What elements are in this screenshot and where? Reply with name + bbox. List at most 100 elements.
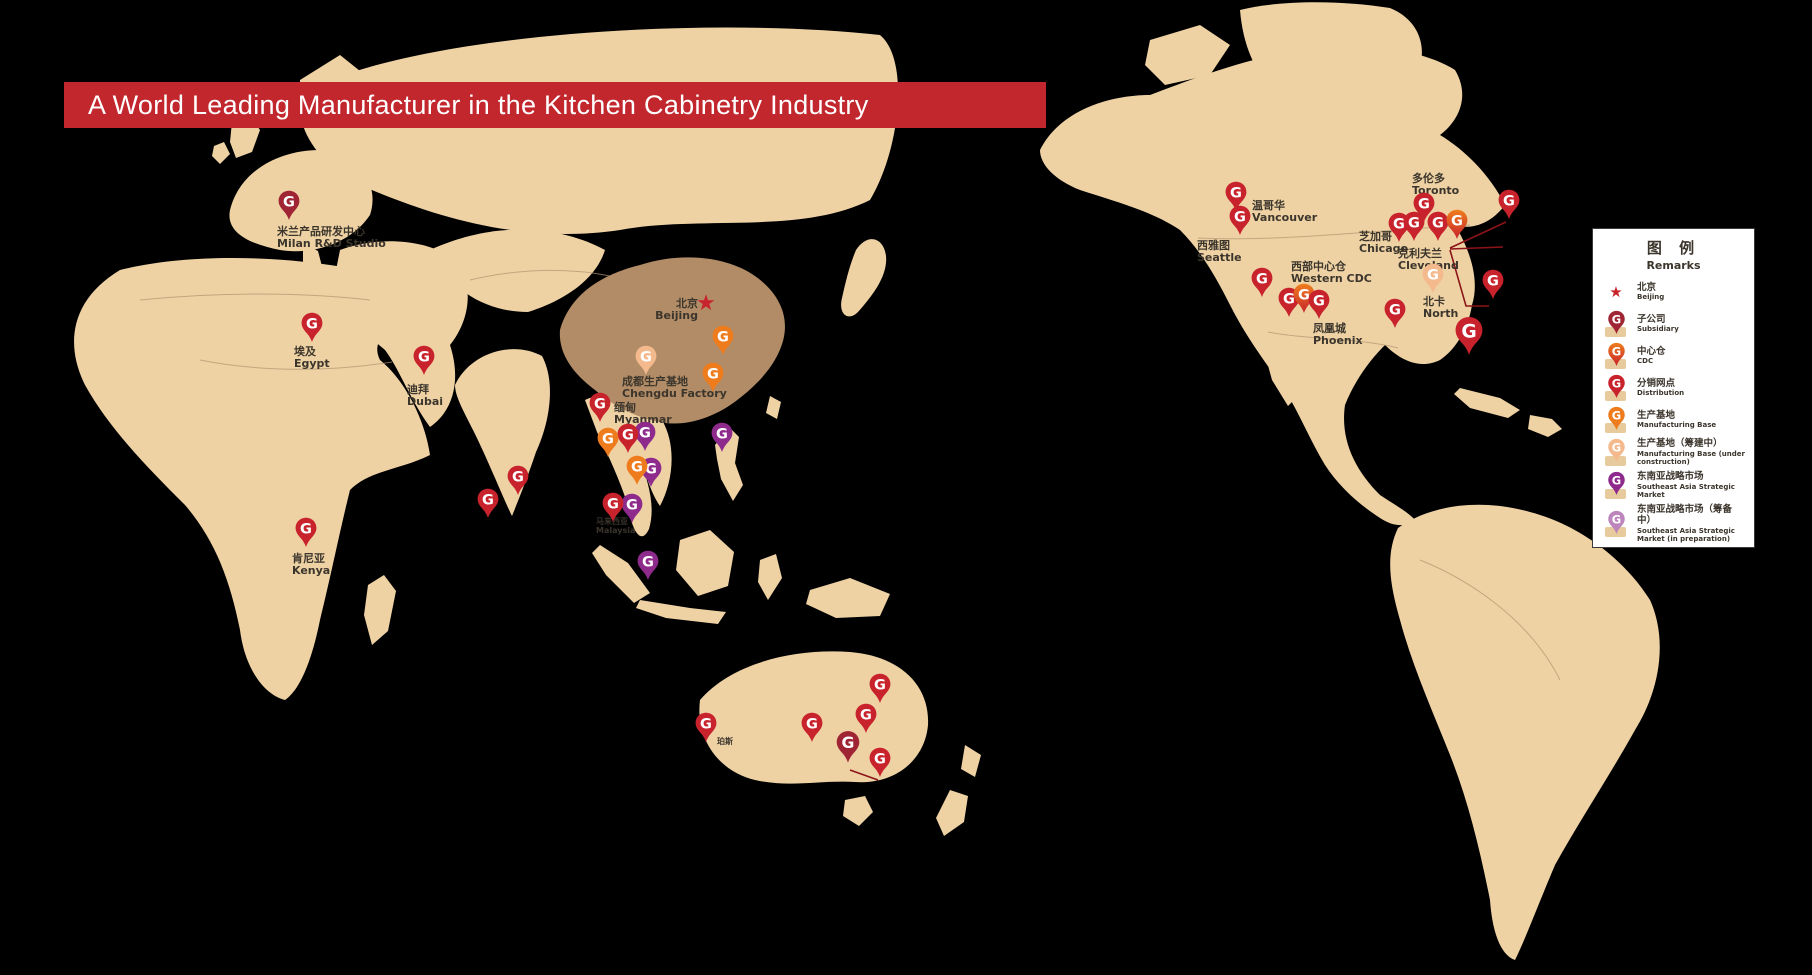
label-zh: 埃及 xyxy=(294,345,316,358)
label-en: Kenya xyxy=(292,564,331,578)
pin-manufacturing[interactable]: G xyxy=(711,325,735,360)
pin-distribution[interactable]: G xyxy=(601,492,625,527)
label-zh: 北卡 xyxy=(1423,295,1445,308)
label-zh: 北京 xyxy=(676,297,698,310)
pin-distribution[interactable]: G xyxy=(294,517,318,552)
pin-distribution[interactable]: G xyxy=(1402,211,1426,246)
legend-item-star: ★ 北京 Beijing xyxy=(1601,279,1746,305)
label-zh: 西雅图 xyxy=(1197,239,1230,252)
pin-sea[interactable]: G xyxy=(620,493,644,528)
pin-distribution[interactable]: G xyxy=(412,345,436,380)
label-zh: 珀斯 xyxy=(717,737,733,746)
map-label: 米兰产品研发中心 Milan R&D Studio xyxy=(277,225,386,251)
svg-text:G: G xyxy=(1611,408,1620,422)
pin-cdc[interactable]: G xyxy=(1445,209,1469,244)
pin-distribution[interactable]: G xyxy=(300,312,324,347)
svg-text:G: G xyxy=(1451,214,1463,230)
label-en: Beijing xyxy=(655,309,698,323)
svg-text:G: G xyxy=(626,498,638,514)
pin-distribution[interactable]: G xyxy=(1412,192,1436,227)
pin-subsidiary[interactable]: G xyxy=(277,190,301,225)
map-label: 埃及 Egypt xyxy=(294,345,330,371)
svg-text:G: G xyxy=(707,367,719,383)
legend-item-text: 生产基地（筹建中） Manufacturing Base (under const… xyxy=(1637,438,1745,466)
svg-text:G: G xyxy=(1611,473,1620,487)
svg-text:G: G xyxy=(842,733,855,752)
pin-distribution[interactable]: G xyxy=(1497,189,1521,224)
pin-distribution[interactable]: G xyxy=(1426,211,1450,246)
pin-sea[interactable]: G xyxy=(710,422,734,457)
pin-distribution[interactable]: G xyxy=(1250,267,1274,302)
svg-text:G: G xyxy=(874,678,886,694)
svg-text:G: G xyxy=(874,752,886,768)
map-label: 迪拜 Dubai xyxy=(407,383,444,409)
svg-text:G: G xyxy=(283,195,295,211)
legend-item-sea_prep: G 东南亚战略市场（筹备中） Southeast Asia Strategic Ma… xyxy=(1601,504,1746,543)
pin-sea[interactable]: G xyxy=(633,421,657,456)
legend-item-text: 分销网点 Distribution xyxy=(1637,377,1685,398)
china-region xyxy=(559,257,785,424)
distribution-pin-icon: G xyxy=(1601,374,1631,401)
map-label: 西部中心仓 Western CDC xyxy=(1291,260,1372,286)
pin-manufacturing[interactable]: G xyxy=(596,427,620,462)
svg-text:G: G xyxy=(1298,288,1310,304)
pin-distribution[interactable]: G xyxy=(476,488,500,523)
label-en: North xyxy=(1423,307,1459,321)
pin-distribution[interactable]: G xyxy=(868,673,892,708)
svg-text:G: G xyxy=(1283,292,1295,308)
svg-text:G: G xyxy=(1389,303,1401,319)
map-label: 成都生产基地 Chengdu Factory xyxy=(622,375,727,401)
svg-text:G: G xyxy=(1432,216,1444,232)
svg-text:G: G xyxy=(1611,440,1620,454)
label-en: Egypt xyxy=(294,357,330,371)
continents xyxy=(74,2,1660,960)
label-en: Western CDC xyxy=(1291,272,1372,286)
pin-sea[interactable]: G xyxy=(636,550,660,585)
svg-text:G: G xyxy=(645,462,657,478)
svg-text:G: G xyxy=(1461,321,1476,342)
svg-text:G: G xyxy=(640,350,652,366)
pin-distribution[interactable]: G xyxy=(1383,298,1407,333)
label-en: Milan R&D Studio xyxy=(277,237,386,251)
pin-cdc[interactable]: G xyxy=(1292,283,1316,318)
label-en: Malaysia xyxy=(596,525,636,535)
pin-distribution[interactable]: G xyxy=(1224,181,1248,216)
svg-text:G: G xyxy=(1427,268,1439,284)
label-zh: 马来西亚 xyxy=(596,517,628,526)
svg-text:G: G xyxy=(717,330,729,346)
pin-distribution[interactable]: G xyxy=(1307,289,1331,324)
svg-text:G: G xyxy=(639,426,651,442)
pin-manufacturing[interactable]: G xyxy=(701,362,725,397)
pin-distribution[interactable]: G xyxy=(588,392,612,427)
pin-manufacturing[interactable]: G xyxy=(625,455,649,490)
pin-distribution[interactable]: G xyxy=(800,712,824,747)
label-zh: 芝加哥 xyxy=(1359,230,1392,243)
label-en: Dubai xyxy=(407,395,444,409)
label-zh: 成都生产基地 xyxy=(622,375,688,388)
map-label: 北卡 North xyxy=(1423,295,1459,321)
legend-item-manufacturing: G 生产基地 Manufacturing Base xyxy=(1601,406,1746,433)
map-label: 马来西亚 Malaysia xyxy=(596,517,636,536)
svg-text:G: G xyxy=(306,317,318,333)
svg-text:G: G xyxy=(594,397,606,413)
pin-distribution[interactable]: G xyxy=(694,712,718,747)
pin-distribution[interactable]: G xyxy=(1454,316,1485,360)
pin-subsidiary[interactable]: G xyxy=(835,730,861,768)
legend-item-text: 中心仓 CDC xyxy=(1637,345,1666,366)
svg-text:G: G xyxy=(1611,512,1620,526)
pin-distribution[interactable]: G xyxy=(1481,269,1505,304)
pin-manufacturing_uc[interactable]: G xyxy=(1421,263,1445,298)
svg-text:G: G xyxy=(716,427,728,443)
svg-text:G: G xyxy=(1611,376,1620,390)
label-en: Seattle xyxy=(1197,251,1242,265)
pin-distribution[interactable]: G xyxy=(506,465,530,500)
svg-text:G: G xyxy=(602,432,614,448)
pin-distribution[interactable]: G xyxy=(616,423,640,458)
pin-distribution[interactable]: G xyxy=(854,703,878,738)
pin-distribution[interactable]: G xyxy=(1228,205,1252,240)
pin-manufacturing_uc[interactable]: G xyxy=(634,345,658,380)
label-zh: 迪拜 xyxy=(407,383,429,396)
pin-distribution[interactable]: G xyxy=(868,747,892,782)
legend-item-text: 子公司 Subsidiary xyxy=(1637,313,1679,334)
